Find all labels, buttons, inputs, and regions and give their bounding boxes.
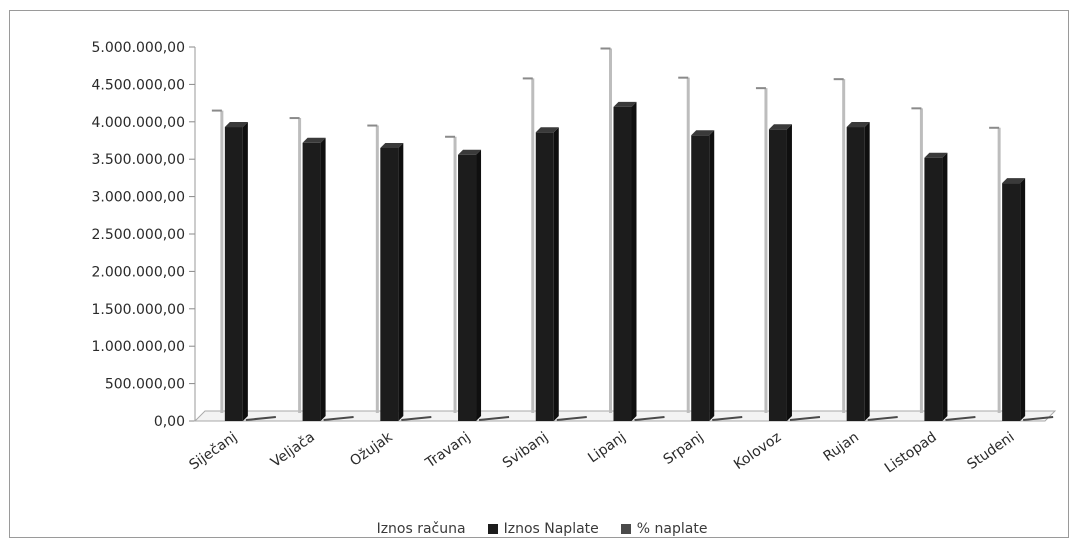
y-tick-label: 3.500.000,00 bbox=[91, 152, 185, 168]
bar-iznos-naplate-top bbox=[1002, 178, 1026, 184]
legend-label: Iznos Naplate bbox=[503, 521, 599, 537]
x-tick-label: Svibanj bbox=[500, 429, 551, 472]
bar-iznos-naplate bbox=[691, 135, 710, 421]
bar-iznos-naplate-top bbox=[924, 152, 948, 158]
bar-iznos-naplate bbox=[924, 157, 943, 422]
bar-posto-naplate bbox=[789, 416, 821, 421]
bar-iznos-naplate-top bbox=[224, 122, 248, 128]
bar-iznos-naplate bbox=[302, 142, 321, 421]
bar-iznos-naplate-top bbox=[380, 142, 404, 148]
y-axis: 0,00 500.000,00 1.000.000,00 1.500.000,00 2.… bbox=[91, 40, 196, 430]
y-tick-label: 1.000.000,00 bbox=[91, 339, 185, 355]
x-tick-label: Listopad bbox=[882, 429, 940, 476]
x-tick-label: Ožujak bbox=[347, 429, 396, 470]
bar-iznos-naplate bbox=[380, 147, 399, 422]
bar-iznos-naplate bbox=[846, 127, 865, 421]
bar-iznos-naplate-side bbox=[709, 130, 715, 421]
bar-posto-naplate bbox=[634, 416, 665, 421]
y-tick-label: 5.000.000,00 bbox=[91, 40, 185, 56]
bar-iznos-naplate bbox=[613, 106, 632, 421]
bar-iznos-naplate-side bbox=[631, 101, 637, 421]
bar-iznos-naplate-side bbox=[320, 137, 326, 421]
y-tick-label: 2.000.000,00 bbox=[91, 264, 185, 280]
chart-frame: 0,00 500.000,00 1.000.000,00 1.500.000,00 2.… bbox=[9, 10, 1069, 538]
legend-swatch bbox=[620, 524, 631, 534]
legend-item: Iznos Naplate bbox=[487, 521, 599, 537]
bar-iznos-naplate-top bbox=[613, 101, 637, 107]
bar-iznos-naplate-top bbox=[846, 122, 870, 128]
legend-label: Iznos računa bbox=[376, 521, 466, 537]
bar-posto-naplate bbox=[867, 416, 898, 421]
x-tick-label: Srpanj bbox=[661, 429, 707, 468]
x-tick-label: Siječanj bbox=[186, 429, 240, 473]
bar-posto-naplate bbox=[1023, 416, 1054, 421]
y-tick-label: 4.000.000,00 bbox=[91, 115, 185, 131]
bar-posto-naplate bbox=[945, 416, 976, 421]
bar-iznos-naplate-top bbox=[691, 130, 715, 136]
bar-iznos-naplate bbox=[1002, 183, 1021, 421]
bar-iznos-naplate-top bbox=[302, 137, 326, 143]
y-tick-label: 500.000,00 bbox=[105, 377, 185, 393]
bar-posto-naplate bbox=[245, 416, 276, 421]
bar-iznos-naplate bbox=[458, 154, 477, 421]
legend-label: % naplate bbox=[636, 521, 708, 537]
y-tick-label: 1.500.000,00 bbox=[91, 302, 185, 318]
bar-posto-naplate bbox=[401, 416, 432, 421]
x-tick-label: Kolovoz bbox=[731, 429, 784, 473]
bar-posto-naplate bbox=[478, 416, 510, 421]
bar-posto-naplate bbox=[712, 416, 743, 421]
bar-iznos-naplate bbox=[768, 129, 787, 421]
y-tick-label: 2.500.000,00 bbox=[91, 227, 185, 243]
bar-iznos-naplate-side bbox=[1020, 178, 1026, 421]
legend-item: Iznos računa bbox=[371, 521, 466, 537]
y-tick-label: 0,00 bbox=[154, 414, 185, 430]
bar-iznos-naplate-top bbox=[458, 149, 482, 155]
bar-iznos-naplate-side bbox=[553, 127, 559, 421]
bar-iznos-naplate bbox=[224, 127, 243, 421]
bar-iznos-naplate-side bbox=[942, 152, 948, 422]
bar-iznos-naplate-side bbox=[398, 142, 404, 422]
x-tick-label: Studeni bbox=[964, 429, 1017, 473]
bar-chart: 0,00 500.000,00 1.000.000,00 1.500.000,00 2.… bbox=[91, 40, 1057, 477]
x-tick-label: Rujan bbox=[821, 429, 862, 465]
y-tick-label: 3.000.000,00 bbox=[91, 190, 185, 206]
legend-item: % naplate bbox=[620, 521, 708, 537]
y-tick-label: 4.500.000,00 bbox=[91, 77, 185, 93]
bar-posto-naplate bbox=[556, 416, 587, 421]
bar-iznos-naplate-side bbox=[476, 149, 482, 421]
bar-iznos-naplate-side bbox=[242, 122, 248, 421]
legend-swatch bbox=[487, 524, 498, 534]
bar-iznos-naplate-side bbox=[864, 122, 870, 421]
bar-iznos-naplate-top bbox=[768, 124, 792, 130]
bars bbox=[193, 47, 1057, 422]
x-tick-label: Veljača bbox=[268, 429, 318, 471]
bar-iznos-naplate-side bbox=[786, 124, 792, 421]
x-tick-label: Lipanj bbox=[585, 429, 629, 466]
bar-iznos-naplate bbox=[535, 132, 554, 421]
x-axis: Siječanj Veljača Ožujak Travanj Svibanj Lipan… bbox=[186, 429, 1017, 477]
bar-posto-naplate bbox=[323, 416, 354, 421]
x-tick-label: Travanj bbox=[422, 429, 473, 472]
legend: Iznos računa Iznos Naplate % naplate bbox=[10, 521, 1068, 537]
bar-iznos-naplate-top bbox=[535, 127, 559, 133]
